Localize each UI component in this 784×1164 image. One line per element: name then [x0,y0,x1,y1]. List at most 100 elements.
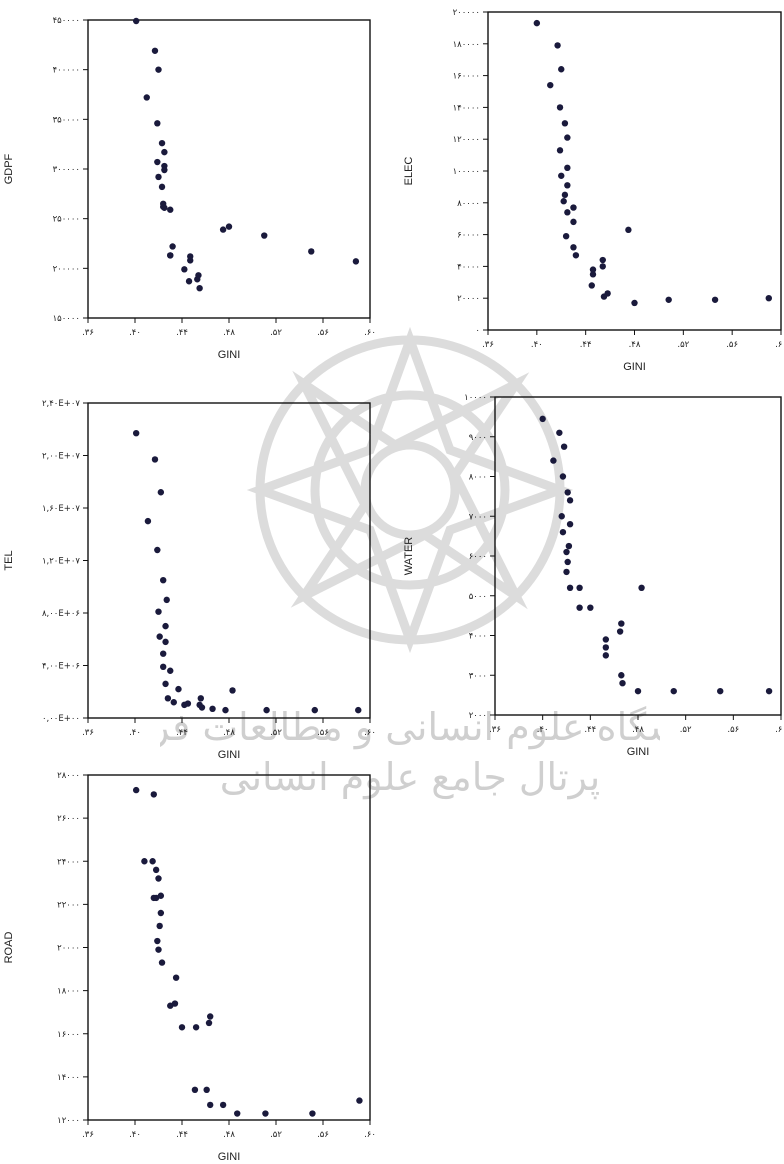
road-x-tick-label: .۴۴ [176,1130,188,1140]
watermark-line-1: پژوهشگاه علوم انسانی و مطالعات فرهنگی [160,705,660,750]
tel-point [197,695,204,702]
elec-x-tick-label: .۴۴ [580,340,592,350]
gdpf-point [158,139,166,147]
water-point [602,644,610,651]
gdpf-point [167,252,174,259]
road-point [309,1110,316,1117]
elec-point [558,172,565,179]
gdpf-point [167,206,174,213]
road-point [219,1101,227,1109]
gdpf-x-tick-label: .۴۰ [129,328,141,338]
elec-point [533,19,541,27]
tel-point [162,638,169,646]
road-point [152,894,160,902]
tel-point [198,704,206,711]
water-y-tick-label: ۲۰۰۰ [469,711,487,721]
road-point [132,786,140,794]
elec-point [561,191,569,199]
road-point [156,922,163,930]
gdpf-y-tick-label: ۲۵۰۰۰۰ [53,215,80,225]
chart-road: .۳۶ .۴۰ .۴۴ .۴۸ .۵۲ .۵۶ .۶۰ ۱۲۰۰۰ ۱۴۰۰۰ ۱۶۰۰۰ ۱۸۰۰… [0,755,384,1164]
elec-x-tick-label: .۴۰ [531,340,543,350]
elec-point [600,293,608,300]
water-point [602,636,610,643]
watermark-line-2: پرتال جامع علوم انسانی [220,755,600,800]
tel-point [160,576,167,584]
road-point [172,974,180,981]
tel-y-tick-label: ۴,۰۰E+۰۶ [42,662,80,672]
elec-point [570,204,577,211]
road-point [150,791,157,798]
water-point [619,680,626,687]
water-point [565,542,573,550]
elec-point [599,256,606,264]
water-y-tick-label: ۴۰۰۰ [469,632,487,642]
road-y-tick-label: ۱۸۰۰۰ [57,987,80,997]
water-point [556,429,563,436]
road-y-tick-label: ۲۸۰۰۰ [57,771,80,781]
road-point [178,1024,186,1031]
gdpf-y-tick-label: ۴۵۰۰۰۰ [53,16,80,26]
elec-point [589,271,597,278]
water-point [559,473,567,480]
elec-point [547,81,554,89]
water-x-tick-label: .۵۶ [727,725,739,735]
water-point [576,584,583,591]
water-point [566,584,574,591]
gdpf-point [151,47,159,54]
water-point [602,652,610,659]
elec-point [599,263,606,270]
tel-point [162,622,169,630]
gdpf-point [195,272,202,279]
road-point [207,1013,214,1020]
road-point [152,866,160,874]
tel-point [163,596,170,604]
road-point [149,858,156,865]
water-y-tick-label: ۹۰۰۰ [469,433,487,443]
gdpf-point [181,266,188,273]
elec-point [631,299,638,307]
elec-point [556,104,564,111]
chart-tel-svg: .۳۶ .۴۰ .۴۴ .۴۸ .۵۲ .۵۶ .۶۰ ۰,۰۰E+۰۰ ۴,۰۰E+۰۶ ۸,۰… [3,399,376,761]
road-x-axis-label: GINI [218,1151,241,1163]
water-point [616,628,624,635]
water-point [670,687,677,695]
tel-point [155,608,162,615]
elec-point [564,182,571,189]
road-point [171,1000,179,1007]
tel-y-tick-label: ۱,۲۰E+۰۷ [42,557,80,567]
road-x-tick-label: .۳۶ [82,1130,94,1140]
gdpf-point [154,158,161,166]
gdpf-y-axis-label: GDPF [3,153,15,184]
tel-x-tick-label: .۵۶ [317,728,329,738]
tel-point [175,685,182,693]
water-y-axis-label: WATER [403,537,415,576]
elec-point [588,282,595,289]
elec-y-tick-label: ۲۰۰۰۰۰ [453,8,480,18]
gdpf-x-tick-label: .۶۰ [364,328,376,338]
gdpf-point [158,183,166,191]
road-y-tick-label: ۲۲۰۰۰ [57,900,80,910]
tel-point [151,456,159,463]
gdpf-y-tick-label: ۱۵۰۰۰۰ [53,314,80,324]
tel-y-tick-label: ۲,۴۰E+۰۷ [42,399,80,409]
elec-y-tick-label: ۲۰۰۰۰ [457,294,480,304]
gdpf-point [132,17,140,25]
tel-point [355,706,362,714]
tel-y-tick-label: ۲,۰۰E+۰۷ [42,452,80,462]
gdpf-point [196,285,203,292]
elec-point [765,295,772,302]
tel-point [157,489,165,496]
tel-point [154,546,161,554]
elec-y-tick-label: ۱۲۰۰۰۰ [453,135,480,145]
elec-y-tick-label: ۱۰۰۰۰۰ [453,167,480,177]
gdpf-point [352,258,360,265]
chart-elec-svg: .۳۶ .۴۰ .۴۴ .۴۸ .۵۲ .۵۶ .۶۰ ۰ ۲۰۰۰۰ ۴۰۰۰۰ ۶۰۰۰۰ ۸۰۰… [403,8,784,373]
elec-x-tick-label: .۴۸ [629,340,641,350]
elec-point [560,198,567,205]
water-x-tick-label: .۴۴ [584,725,596,735]
road-y-tick-label: ۲۴۰۰۰ [57,857,80,867]
water-x-tick-label: .۴۰ [537,725,549,735]
tel-point [181,701,188,709]
gdpf-point [225,223,233,230]
